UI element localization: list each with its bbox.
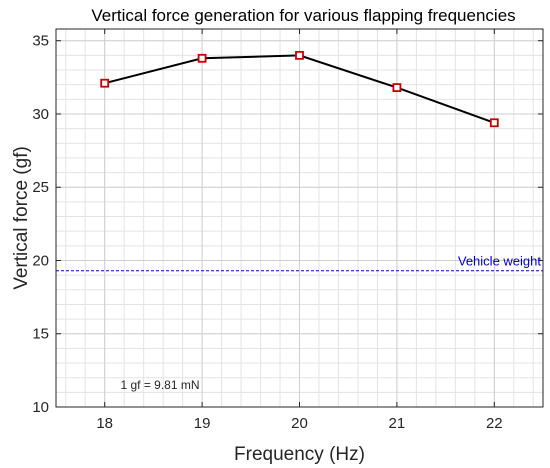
reference-line-label: Vehicle weight bbox=[458, 254, 541, 269]
y-tick-label: 15 bbox=[32, 326, 49, 343]
y-tick-label: 10 bbox=[32, 399, 49, 416]
data-point bbox=[295, 50, 304, 60]
ticks: 18 19 20 21 22 10 15 20 25 30 35 bbox=[32, 29, 543, 432]
unit-annotation: 1 gf = 9.81 mN bbox=[120, 378, 199, 392]
data-point bbox=[392, 83, 402, 93]
x-tick-label: 22 bbox=[486, 415, 503, 432]
data-point bbox=[100, 78, 110, 88]
grid bbox=[56, 29, 543, 408]
y-tick-label: 30 bbox=[32, 106, 49, 123]
data-point bbox=[197, 53, 207, 63]
x-tick-label: 20 bbox=[291, 415, 308, 432]
y-tick-label: 35 bbox=[32, 33, 49, 50]
y-tick-label: 20 bbox=[32, 252, 49, 269]
x-axis-title: Frequency (Hz) bbox=[234, 444, 365, 465]
y-tick-label: 25 bbox=[32, 179, 49, 196]
series-group bbox=[100, 50, 499, 128]
data-point bbox=[489, 118, 499, 128]
chart-title: Vertical force generation for various fl… bbox=[91, 6, 515, 25]
x-tick-label: 18 bbox=[96, 415, 113, 432]
y-axis-title: Vertical force (gf) bbox=[11, 146, 32, 290]
x-tick-label: 21 bbox=[389, 415, 406, 432]
x-tick-label: 19 bbox=[194, 415, 211, 432]
